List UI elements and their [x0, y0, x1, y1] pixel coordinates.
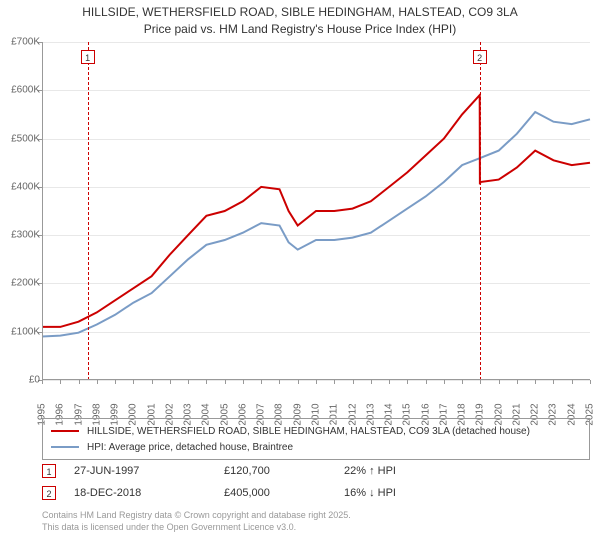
- chart-container: HILLSIDE, WETHERSFIELD ROAD, SIBLE HEDIN…: [0, 0, 600, 560]
- sale-price-1: £120,700: [224, 465, 344, 477]
- title-block: HILLSIDE, WETHERSFIELD ROAD, SIBLE HEDIN…: [0, 0, 600, 38]
- legend-label-2: HPI: Average price, detached house, Brai…: [87, 442, 293, 453]
- sale-price-2: £405,000: [224, 487, 344, 499]
- sale-diff-1: 22% ↑ HPI: [344, 465, 464, 477]
- chart-area: £0£100K£200K£300K£400K£500K£600K£700K 19…: [42, 42, 590, 380]
- y-axis-label: £300K: [0, 230, 40, 241]
- y-axis-label: £100K: [0, 326, 40, 337]
- legend-swatch-1: [51, 430, 79, 432]
- sale-date-1: 27-JUN-1997: [74, 465, 224, 477]
- y-axis-label: £400K: [0, 181, 40, 192]
- legend-swatch-2: [51, 446, 79, 448]
- y-axis-label: £500K: [0, 133, 40, 144]
- y-axis-label: £0: [0, 375, 40, 386]
- legend-item-2: HPI: Average price, detached house, Brai…: [51, 439, 581, 455]
- sale-date-2: 18-DEC-2018: [74, 487, 224, 499]
- y-axis-label: £700K: [0, 37, 40, 48]
- footer-line-1: Contains HM Land Registry data © Crown c…: [42, 510, 590, 522]
- sale-row-2: 2 18-DEC-2018 £405,000 16% ↓ HPI: [42, 482, 590, 504]
- sale-row-1: 1 27-JUN-1997 £120,700 22% ↑ HPI: [42, 460, 590, 482]
- sale-marker-1: 1: [42, 464, 56, 478]
- legend: HILLSIDE, WETHERSFIELD ROAD, SIBLE HEDIN…: [42, 418, 590, 460]
- footer: Contains HM Land Registry data © Crown c…: [42, 510, 590, 533]
- plot-border: [42, 42, 590, 380]
- legend-item-1: HILLSIDE, WETHERSFIELD ROAD, SIBLE HEDIN…: [51, 423, 581, 439]
- title-line-1: HILLSIDE, WETHERSFIELD ROAD, SIBLE HEDIN…: [0, 4, 600, 21]
- y-axis-label: £600K: [0, 85, 40, 96]
- y-axis-label: £200K: [0, 278, 40, 289]
- sale-diff-2: 16% ↓ HPI: [344, 487, 464, 499]
- footer-line-2: This data is licensed under the Open Gov…: [42, 522, 590, 534]
- sale-marker-2: 2: [42, 486, 56, 500]
- legend-label-1: HILLSIDE, WETHERSFIELD ROAD, SIBLE HEDIN…: [87, 426, 530, 437]
- title-line-2: Price paid vs. HM Land Registry's House …: [0, 21, 600, 38]
- sales-table: 1 27-JUN-1997 £120,700 22% ↑ HPI 2 18-DE…: [42, 460, 590, 504]
